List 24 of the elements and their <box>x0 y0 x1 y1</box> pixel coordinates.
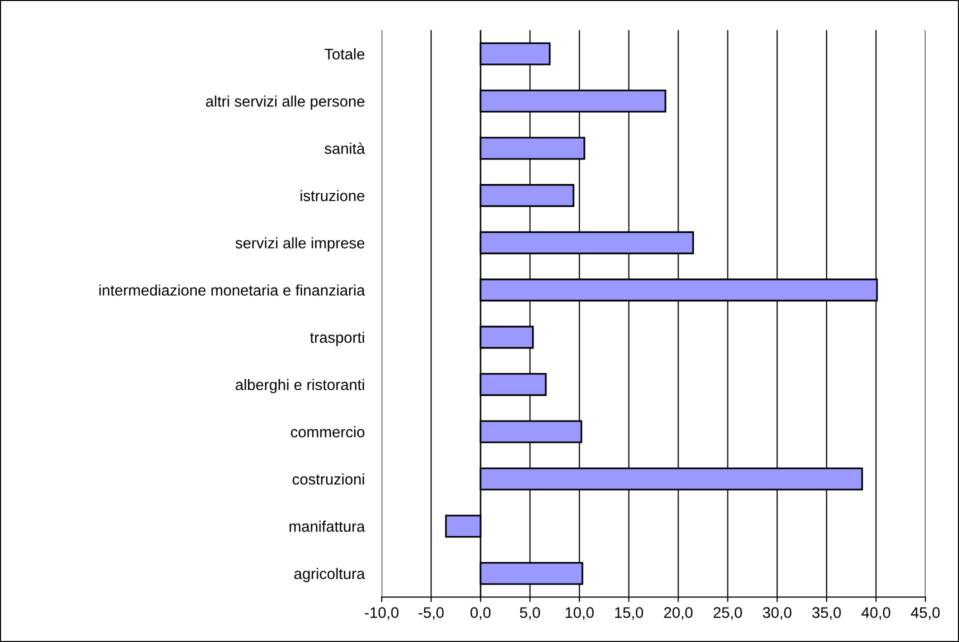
y-tick-label: manifattura <box>290 520 366 532</box>
x-tick-label: 15,0 <box>615 607 644 620</box>
x-tick-label: 45,0 <box>910 607 940 620</box>
y-tick-label: intermediazione monetaria e finanziaria <box>99 284 366 296</box>
y-tick-label: altri servizi alle persone <box>206 96 364 110</box>
x-tick-label: 20,0 <box>664 607 693 620</box>
y-tick-label: costruzioni <box>292 473 364 485</box>
x-tick-label: -10,0 <box>364 607 398 620</box>
x-tick-label: 25,0 <box>714 607 742 620</box>
y-tick-label: agricoltura <box>294 568 366 582</box>
y-tick-label: commercio <box>290 426 364 438</box>
x-tick-label: 10,0 <box>566 607 594 620</box>
y-tick-label: Totale <box>324 48 364 60</box>
x-tick-label: -5,0 <box>418 607 444 620</box>
y-tick-label: trasporti <box>310 332 364 346</box>
x-tick-label: 40,0 <box>861 607 890 620</box>
y-tick-label: istruzione <box>300 190 364 202</box>
x-tick-label: 30,0 <box>762 607 792 620</box>
x-tick-label: 35,0 <box>812 607 841 620</box>
x-tick-label: 0,0 <box>470 607 491 620</box>
y-tick-label: alberghi e ristoranti <box>236 378 364 394</box>
x-tick-label: 5,0 <box>520 607 540 620</box>
y-tick-label: servizi alle imprese <box>236 237 364 252</box>
y-tick-label: sanità <box>324 142 366 154</box>
